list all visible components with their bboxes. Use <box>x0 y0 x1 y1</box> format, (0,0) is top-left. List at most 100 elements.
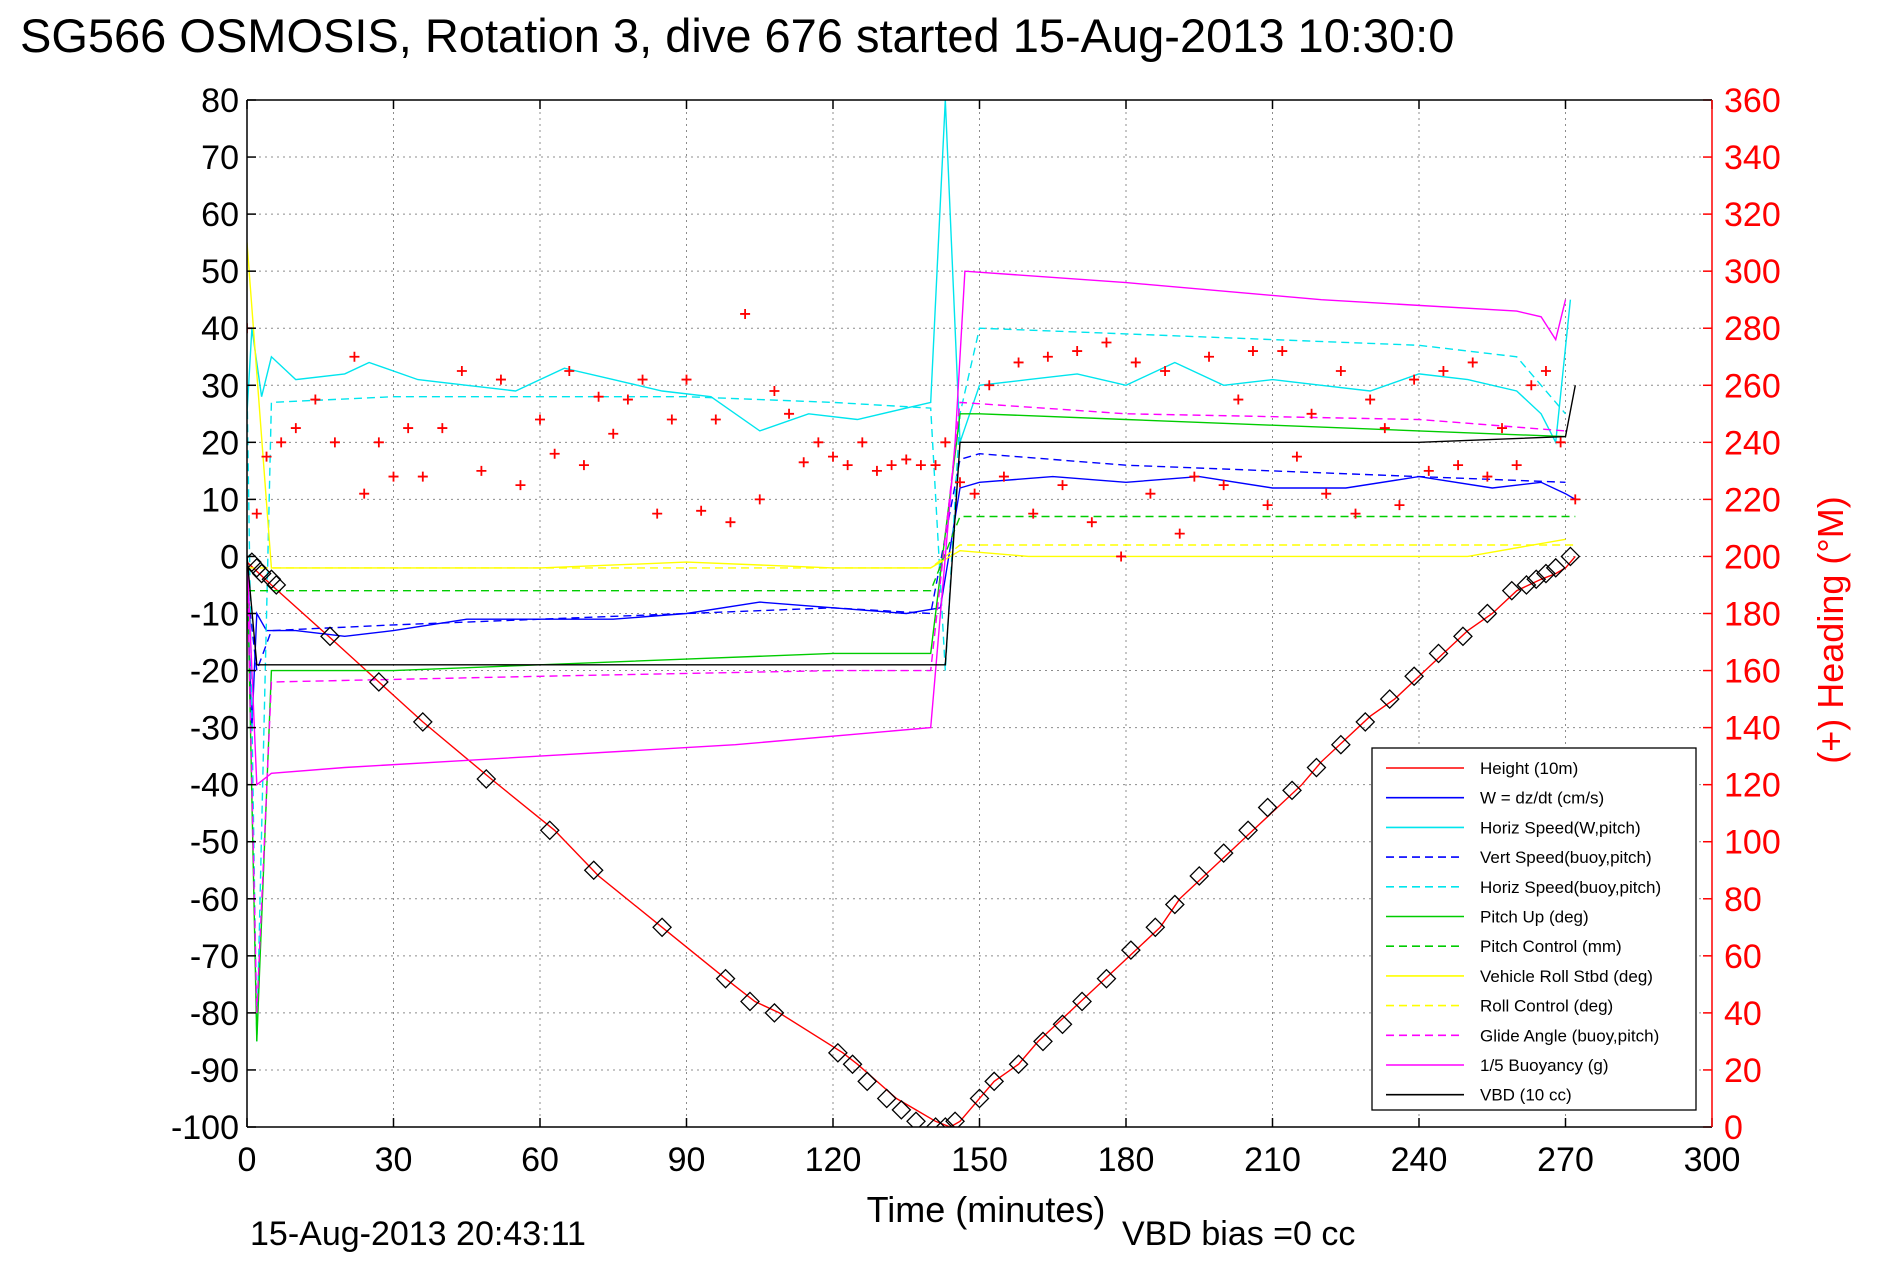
depth-marker <box>583 860 604 881</box>
heading-marker <box>1233 394 1244 405</box>
heading-marker <box>681 374 692 385</box>
y2-tick-label: 40 <box>1724 995 1762 1033</box>
heading-marker <box>1497 423 1508 434</box>
depth-marker <box>1164 894 1185 915</box>
heading-marker <box>696 505 707 516</box>
y-tick-label: -30 <box>190 710 239 748</box>
legend-label: Roll Control (deg) <box>1480 997 1613 1016</box>
heading-marker <box>495 374 506 385</box>
y2-tick-label: 220 <box>1724 481 1781 519</box>
heading-marker <box>798 457 809 468</box>
heading-marker <box>954 477 965 488</box>
heading-marker <box>1130 357 1141 368</box>
legend-box <box>1371 747 1697 1111</box>
depth-marker <box>652 917 673 938</box>
x-tick-label: 210 <box>1244 1141 1301 1179</box>
heading-marker <box>1423 465 1434 476</box>
right-axis-label: (+) Heading (°M) <box>1810 496 1851 763</box>
heading-marker <box>290 423 301 434</box>
depth-marker <box>251 563 272 584</box>
heading-marker <box>251 508 262 519</box>
heading-marker <box>1218 480 1229 491</box>
depth-marker <box>969 1088 990 1109</box>
heading-marker <box>666 414 677 425</box>
legend-label: VBD (10 cc) <box>1480 1086 1572 1105</box>
x-tick-label: 180 <box>1098 1141 1155 1179</box>
heading-marker <box>1057 480 1068 491</box>
x-tick-label: 30 <box>375 1141 413 1179</box>
x-tick-label: 270 <box>1537 1141 1594 1179</box>
y2-tick-label: 320 <box>1724 196 1781 234</box>
heading-marker <box>261 451 272 462</box>
heading-marker <box>652 508 663 519</box>
heading-marker <box>915 460 926 471</box>
heading-marker <box>1453 460 1464 471</box>
heading-marker <box>403 423 414 434</box>
depth-marker <box>1282 780 1302 801</box>
y2-tick-label: 300 <box>1724 253 1781 291</box>
heading-marker <box>373 437 384 448</box>
depth-marker <box>740 991 760 1012</box>
y2-tick-label: 280 <box>1724 310 1781 348</box>
depth-marker <box>1257 797 1278 818</box>
x-tick-label: 0 <box>238 1141 257 1179</box>
heading-marker <box>828 451 838 462</box>
heading-marker <box>813 437 824 448</box>
depth-marker <box>1330 734 1351 755</box>
legend-label: Glide Angle (buoy,pitch) <box>1480 1026 1659 1045</box>
heading-marker <box>857 437 868 448</box>
depth-marker <box>1477 603 1498 624</box>
y2-tick-label: 120 <box>1724 767 1781 805</box>
heading-marker <box>1482 471 1493 482</box>
y2-tick-label: 80 <box>1724 881 1762 919</box>
heading-marker <box>1540 366 1551 377</box>
heading-marker <box>1365 394 1376 405</box>
y-tick-label: -20 <box>190 653 239 691</box>
y2-tick-label: 0 <box>1724 1109 1743 1147</box>
legend-label: 1/5 Buoyancy (g) <box>1480 1056 1609 1075</box>
heading-marker <box>740 308 751 319</box>
heading-marker <box>276 437 287 448</box>
heading-marker <box>1467 357 1478 368</box>
heading-marker <box>1409 374 1420 385</box>
y2-tick-label: 180 <box>1724 596 1781 634</box>
depth-marker <box>1213 843 1234 864</box>
depth-marker <box>827 1042 848 1063</box>
depth-marker <box>891 1099 912 1120</box>
y2-tick-label: 60 <box>1724 938 1762 976</box>
depth-marker <box>1033 1031 1053 1052</box>
y-tick-label: 20 <box>201 424 239 462</box>
heading-marker <box>1160 366 1171 377</box>
depth-marker <box>1072 991 1092 1012</box>
depth-marker <box>1145 917 1166 938</box>
heading-marker <box>1101 337 1112 348</box>
heading-marker <box>535 414 545 425</box>
heading-marker <box>886 460 897 471</box>
x-tick-label: 120 <box>805 1141 862 1179</box>
depth-marker <box>476 769 497 789</box>
heading-marker <box>1116 551 1127 562</box>
depth-marker <box>1545 557 1566 578</box>
heading-marker <box>1511 460 1522 471</box>
depth-marker <box>1379 689 1400 710</box>
x-tick-label: 300 <box>1684 1141 1741 1179</box>
heading-marker <box>1028 508 1039 519</box>
depth-marker <box>1355 711 1376 732</box>
vbd-bias-label: VBD bias =0 cc <box>1122 1215 1355 1253</box>
series-line-5 <box>247 413 1566 1042</box>
heading-marker <box>754 494 765 505</box>
y2-tick-label: 240 <box>1724 424 1781 462</box>
y-tick-label: -50 <box>190 824 239 862</box>
y-tick-label: -90 <box>190 1052 239 1090</box>
y2-tick-label: 260 <box>1724 367 1781 405</box>
series-line-10 <box>247 270 1567 787</box>
y-tick-label: 80 <box>201 82 239 120</box>
series-line-3 <box>247 452 1566 671</box>
heading-marker <box>1570 494 1581 505</box>
heading-marker <box>593 391 604 402</box>
y2-tick-label: 160 <box>1724 653 1781 691</box>
y2-tick-label: 20 <box>1724 1052 1762 1090</box>
heading-marker <box>1145 488 1156 499</box>
heading-marker <box>549 448 560 459</box>
